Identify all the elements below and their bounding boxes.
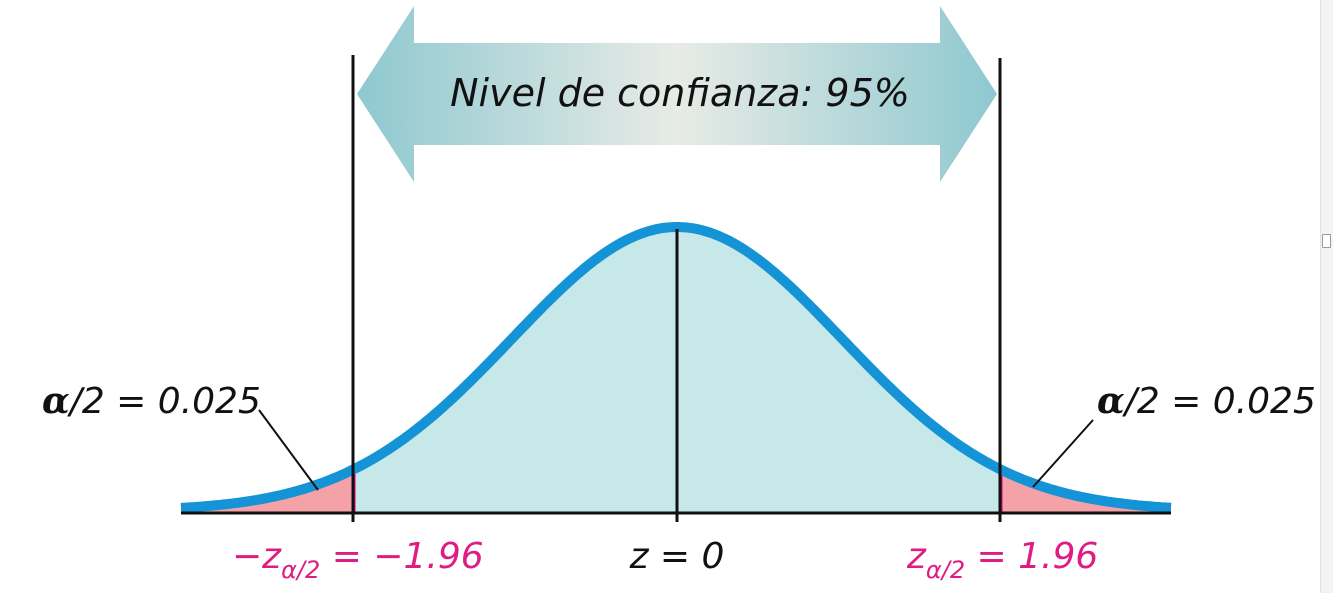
scrollbar-thumb[interactable] bbox=[1322, 234, 1331, 248]
z-value: = −1.96 bbox=[320, 536, 483, 577]
z-subscript: α/2 bbox=[281, 556, 320, 584]
vertical-scrollbar[interactable] bbox=[1320, 0, 1333, 593]
alpha-value: /2 = 0.025 bbox=[67, 381, 261, 422]
normal-curve bbox=[180, 222, 1172, 513]
right-tail-leader-line bbox=[1032, 419, 1094, 488]
z-symbol: −z bbox=[232, 536, 282, 577]
right-critical-z-label: zα/2 = 1.96 bbox=[906, 536, 1098, 584]
z-value: = 1.96 bbox=[965, 536, 1098, 577]
alpha-value: /2 = 0.025 bbox=[1122, 381, 1316, 422]
center-z-label: z = 0 bbox=[629, 536, 725, 577]
z-symbol: z bbox=[906, 536, 927, 577]
left-tail-leader-line bbox=[258, 409, 319, 491]
left-tail-alpha-label: α/2 = 0.025 bbox=[42, 380, 261, 422]
z-subscript: α/2 bbox=[926, 556, 965, 584]
confidence-double-arrow bbox=[357, 6, 997, 182]
confidence-level-label: Nivel de confianza: 95% bbox=[450, 71, 910, 115]
right-tail-area bbox=[1000, 469, 1171, 513]
right-tail-alpha-label: α/2 = 0.025 bbox=[1097, 380, 1316, 422]
left-tail-area bbox=[181, 469, 354, 513]
alpha-symbol: α bbox=[1097, 380, 1125, 422]
left-critical-z-label: −zα/2 = −1.96 bbox=[232, 536, 484, 584]
alpha-symbol: α bbox=[42, 380, 70, 422]
